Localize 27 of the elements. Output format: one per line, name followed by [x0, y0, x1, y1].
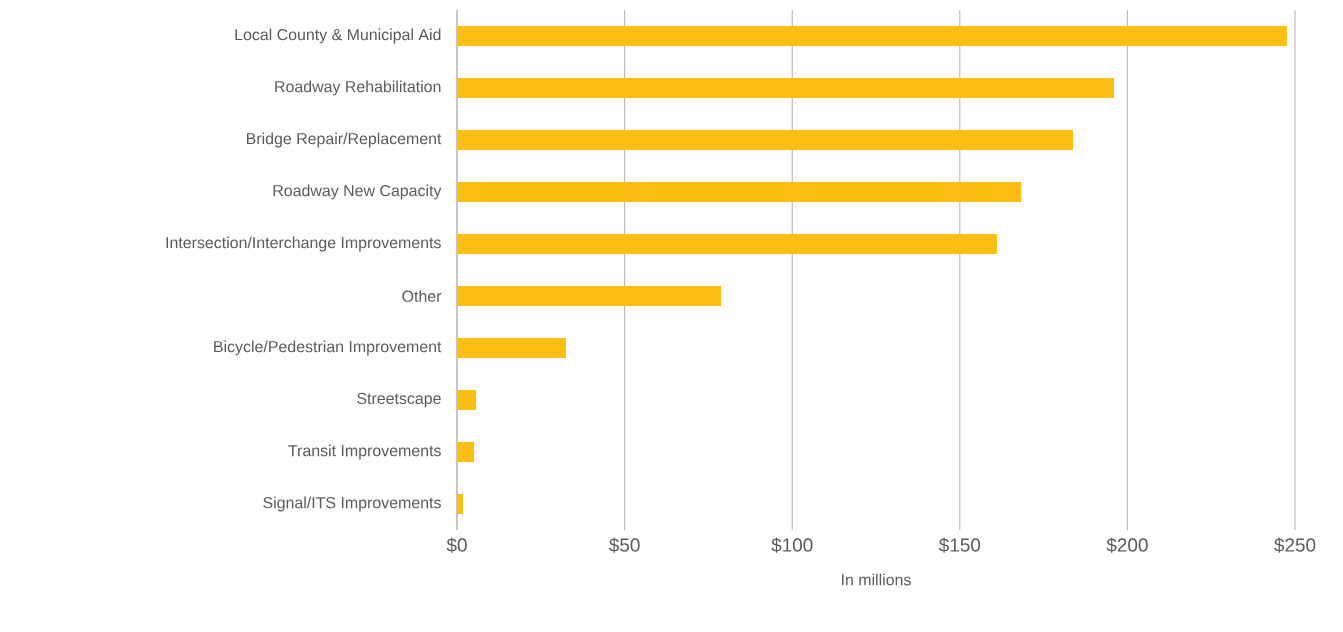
bar: [457, 182, 1022, 202]
x-tick-label: $200: [1106, 537, 1148, 553]
bar: [457, 130, 1074, 150]
x-tick-label: $0: [446, 537, 467, 553]
x-tick-label: $100: [771, 537, 813, 553]
y-tick-label: Transit Improvements: [288, 444, 441, 460]
y-tick-label: Bridge Repair/Replacement: [246, 132, 442, 148]
bar: [457, 25, 1287, 46]
y-tick-label: Other: [402, 290, 442, 302]
bar: [457, 234, 998, 254]
y-tick-label: Local County & Municipal Aid: [235, 28, 441, 44]
bar: [457, 390, 477, 410]
x-tick-label: $50: [609, 537, 640, 553]
y-tick-label: Roadway Rehabilitation: [275, 80, 441, 96]
bar: [457, 442, 475, 462]
bar: [457, 338, 566, 358]
bar: [457, 494, 464, 514]
y-tick-label: Streetscape: [357, 392, 441, 408]
bar: [457, 286, 722, 306]
y-tick-label: Intersection/Interchange Improvements: [166, 236, 441, 252]
y-tick-label: Signal/ITS Improvements: [263, 496, 441, 512]
x-tick-label: $150: [938, 537, 981, 553]
x-tick-label: $250: [1274, 537, 1316, 553]
bar: [457, 77, 1114, 98]
y-tick-label: Roadway New Capacity: [273, 184, 442, 200]
y-tick-label: Bicycle/Pedestrian Improvement: [214, 340, 442, 356]
x-axis-title: In millions: [842, 573, 911, 586]
